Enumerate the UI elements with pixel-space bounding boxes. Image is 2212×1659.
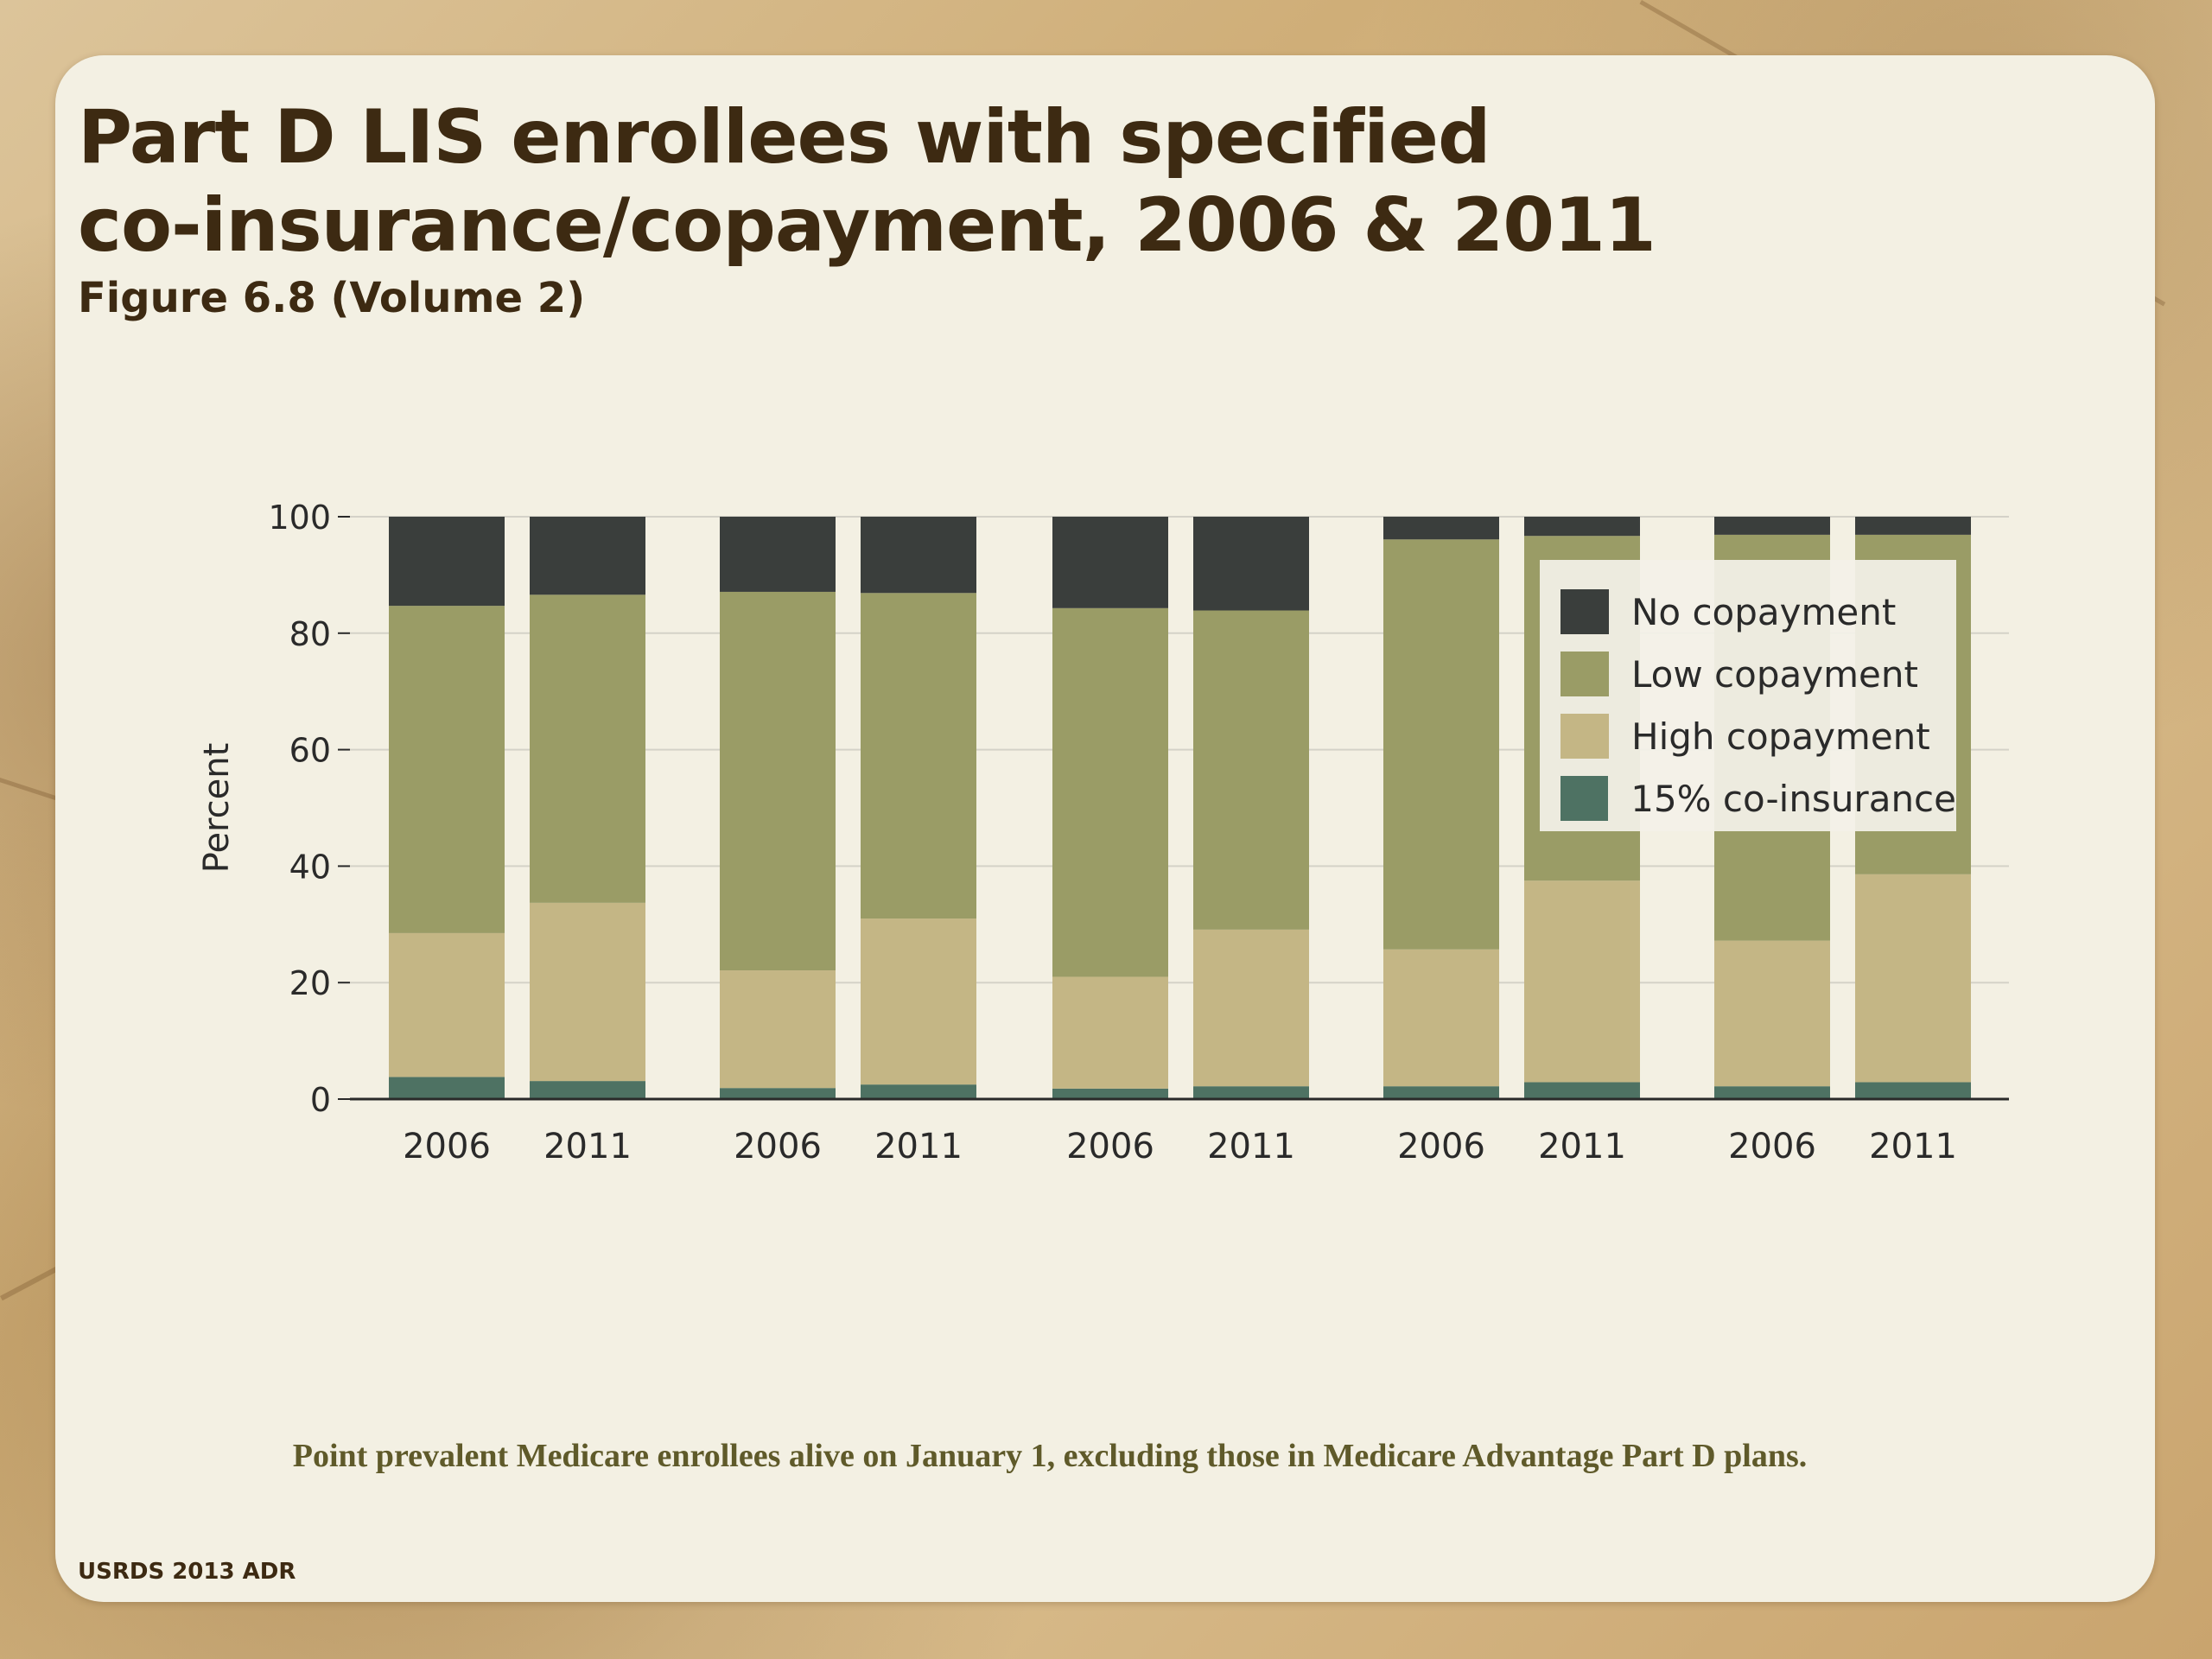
bar-segment-high-copayment: [530, 902, 645, 1082]
bar-segment-high-copayment: [720, 970, 836, 1089]
bar-segment-high-copayment: [861, 918, 976, 1085]
x-tick-label: 2006: [734, 1127, 822, 1166]
bar-segment-15-co-insurance: [530, 1081, 645, 1099]
legend-item-no-copayment: No copayment: [1560, 581, 1956, 643]
legend-item-coinsurance: 15% co-insurance: [1560, 767, 1956, 830]
y-tick-label: 0: [310, 1081, 331, 1119]
x-tick-label: 2011: [543, 1127, 632, 1166]
bar-segment-15-co-insurance: [1383, 1086, 1499, 1099]
bar-segment-no-copayment: [1383, 517, 1499, 540]
legend-label: No copayment: [1631, 590, 1897, 633]
bar-segment-no-copayment: [720, 517, 836, 592]
y-tick-label: 40: [289, 848, 331, 886]
x-tick-label: 2006: [1728, 1127, 1816, 1166]
bar-segment-15-co-insurance: [1524, 1082, 1640, 1099]
legend-swatch-coinsurance: [1560, 776, 1609, 821]
bar-segment-low-copayment: [1383, 539, 1499, 950]
bar-segment-no-copayment: [1524, 517, 1640, 537]
bar-segment-15-co-insurance: [1855, 1082, 1971, 1099]
slide-title: Part D LIS enrollees with specified co-i…: [78, 93, 1979, 270]
legend-label: 15% co-insurance: [1630, 777, 1956, 820]
y-tick-label: 60: [289, 732, 331, 770]
legend-swatch-no-copayment: [1560, 589, 1609, 634]
bar-segment-low-copayment: [861, 593, 976, 919]
bar-segment-15-co-insurance: [1052, 1088, 1168, 1099]
bar-segment-high-copayment: [1052, 976, 1168, 1089]
bar-segment-high-copayment: [1855, 874, 1971, 1083]
bar-segment-high-copayment: [1383, 949, 1499, 1087]
bar-segment-no-copayment: [1052, 517, 1168, 608]
x-tick-label: 2006: [1397, 1127, 1485, 1166]
legend-item-low-copayment: Low copayment: [1560, 643, 1956, 705]
bar-segment-low-copayment: [1052, 607, 1168, 977]
x-tick-label: 2011: [874, 1127, 963, 1166]
bar-segment-15-co-insurance: [389, 1077, 505, 1099]
legend-label: Low copayment: [1631, 652, 1918, 696]
bar-segment-no-copayment: [1714, 517, 1830, 535]
bar-segment-no-copayment: [389, 517, 505, 607]
y-axis-label: Percent: [197, 743, 237, 874]
bar-segment-low-copayment: [720, 591, 836, 971]
title-line-1: Part D LIS enrollees with specified: [78, 94, 1491, 181]
bar-segment-no-copayment: [1855, 517, 1971, 535]
y-tick-label: 100: [268, 499, 331, 537]
bar-segment-no-copayment: [861, 517, 976, 594]
y-tick-label: 80: [289, 615, 331, 653]
figure-subtitle: Figure 6.8 (Volume 2): [78, 274, 586, 322]
source-label: USRDS 2013 ADR: [78, 1559, 296, 1585]
footnote: Point prevalent Medicare enrollees alive…: [292, 1438, 1808, 1474]
bar-segment-low-copayment: [1193, 610, 1309, 930]
bar-segment-high-copayment: [1714, 940, 1830, 1087]
x-tick-label: 2006: [1066, 1127, 1154, 1166]
x-tick-label: 2006: [403, 1127, 491, 1166]
chart-legend: No copayment Low copayment High copaymen…: [1540, 560, 1956, 831]
bar-segment-high-copayment: [1193, 929, 1309, 1087]
bar-segment-15-co-insurance: [1714, 1086, 1830, 1099]
bar-segment-15-co-insurance: [861, 1084, 976, 1099]
bar-segment-high-copayment: [389, 932, 505, 1077]
x-tick-label: 2011: [1869, 1127, 1957, 1166]
bar-segment-no-copayment: [530, 517, 645, 595]
title-line-2: co-insurance/copayment, 2006 & 2011: [78, 182, 1656, 269]
bar-segment-no-copayment: [1193, 517, 1309, 611]
x-tick-label: 2011: [1207, 1127, 1295, 1166]
y-tick-label: 20: [289, 964, 331, 1002]
legend-item-high-copayment: High copayment: [1560, 705, 1956, 767]
legend-swatch-high-copayment: [1560, 714, 1609, 759]
legend-label: High copayment: [1631, 715, 1930, 758]
bar-segment-15-co-insurance: [1193, 1086, 1309, 1099]
bar-segment-low-copayment: [530, 594, 645, 903]
bar-segment-15-co-insurance: [720, 1088, 836, 1099]
bar-segment-low-copayment: [389, 606, 505, 933]
legend-swatch-low-copayment: [1560, 652, 1609, 696]
x-tick-label: 2011: [1538, 1127, 1626, 1166]
bar-segment-high-copayment: [1524, 880, 1640, 1083]
